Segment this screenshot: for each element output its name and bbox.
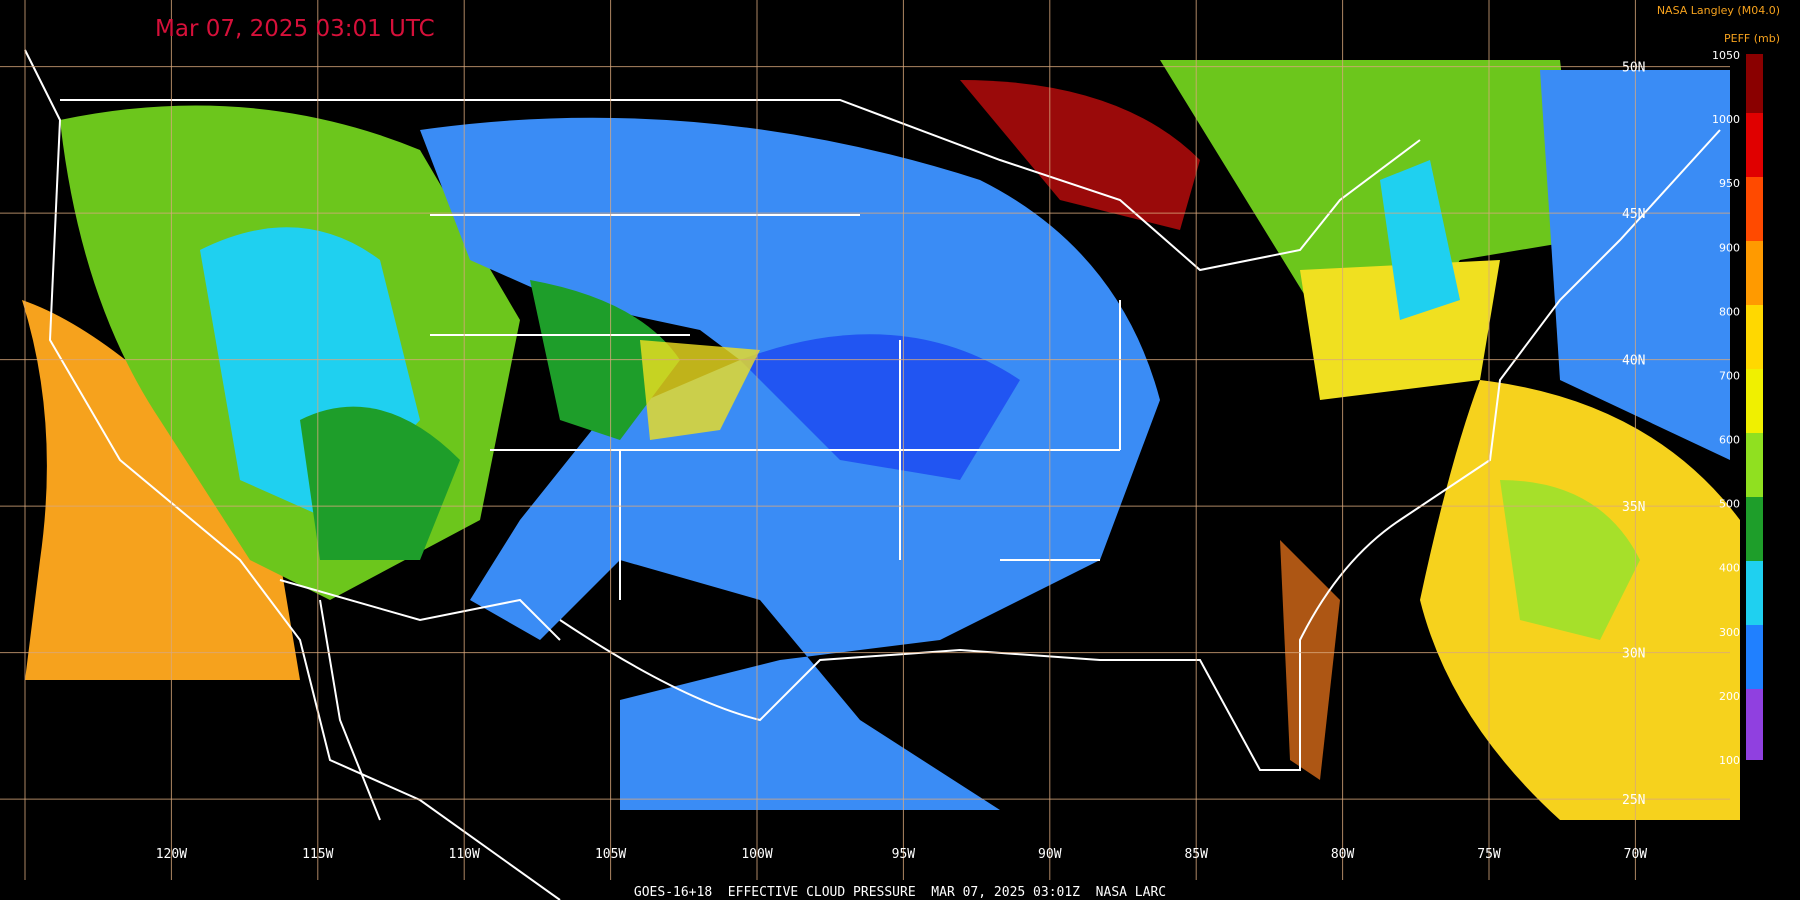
legend-swatch <box>1746 689 1763 760</box>
state-border <box>430 214 1121 600</box>
legend-tick-label: 300 <box>1719 626 1740 639</box>
coastline <box>319 599 381 821</box>
legend-swatch <box>1746 177 1763 241</box>
legend-tick-label: 900 <box>1719 241 1740 254</box>
cloud-area <box>640 340 760 440</box>
longitude-label: 95W <box>892 847 916 862</box>
longitude-label: 100W <box>741 847 772 862</box>
coastlines <box>24 49 1721 900</box>
legend-swatch <box>1746 369 1763 433</box>
cloud-area <box>1380 160 1460 320</box>
legend-label: PEFF (mb) <box>1724 32 1780 45</box>
legend-tick-label: 500 <box>1719 498 1740 511</box>
legend-tick-label: 800 <box>1719 305 1740 318</box>
longitude-label: 70W <box>1624 847 1648 862</box>
color-legend: 1050 1000 950 900 800 700 600 500 400 300 200 100 <box>1712 49 1763 767</box>
longitude-label: 90W <box>1038 847 1062 862</box>
legend-swatch <box>1746 561 1763 625</box>
legend-tick-label: 200 <box>1719 690 1740 703</box>
cloud-imagery <box>22 60 1740 820</box>
longitude-label: 105W <box>595 847 626 862</box>
latitude-label: 50N <box>1622 61 1645 76</box>
longitude-label: 85W <box>1184 847 1208 862</box>
cloud-area <box>300 406 460 560</box>
source-label: NASA Langley (M04.0) <box>1657 4 1780 17</box>
longitude-label: 115W <box>302 847 333 862</box>
border <box>60 99 1421 272</box>
coastline <box>559 129 1721 771</box>
latitude-label: 35N <box>1622 500 1645 515</box>
legend-tick-label: 700 <box>1719 369 1740 382</box>
longitude-label: 120W <box>156 847 187 862</box>
legend-tick-label: 1000 <box>1712 113 1740 126</box>
legend-tick-label: 1050 <box>1712 49 1740 62</box>
latitude-label: 45N <box>1622 207 1645 222</box>
latitude-label: 25N <box>1622 793 1645 808</box>
footer-caption: GOES-16+18 EFFECTIVE CLOUD PRESSURE MAR … <box>634 885 1166 900</box>
cloud-area <box>420 117 1160 810</box>
legend-tick-label: 950 <box>1719 177 1740 190</box>
longitude-label: 80W <box>1331 847 1355 862</box>
legend-swatch <box>1746 497 1763 561</box>
legend-swatch <box>1746 625 1763 689</box>
latitude-label: 40N <box>1622 354 1645 369</box>
border <box>279 579 561 641</box>
cloud-area <box>960 80 1200 230</box>
cloud-area <box>1500 480 1640 640</box>
timestamp-title: Mar 07, 2025 03:01 UTC <box>155 16 435 42</box>
legend-swatch <box>1746 305 1763 369</box>
legend-tick-label: 600 <box>1719 434 1740 447</box>
cloud-area <box>740 334 1020 480</box>
latitude-label: 30N <box>1622 647 1645 662</box>
legend-tick-label: 400 <box>1719 562 1740 575</box>
legend-swatch <box>1746 54 1763 113</box>
graticule: 120W 115W 110W 105W 100W 95W 90W 85W 80W 75W 70W 50… <box>0 0 1730 880</box>
legend-swatch <box>1746 241 1763 305</box>
longitude-label: 110W <box>449 847 480 862</box>
cloud-area <box>1280 540 1340 780</box>
cloud-area <box>1160 60 1580 380</box>
cloud-area <box>22 300 300 680</box>
legend-swatch <box>1746 113 1763 177</box>
longitude-label: 75W <box>1477 847 1501 862</box>
legend-swatch <box>1746 433 1763 497</box>
coastline <box>24 49 561 900</box>
legend-tick-label: 100 <box>1719 754 1740 767</box>
